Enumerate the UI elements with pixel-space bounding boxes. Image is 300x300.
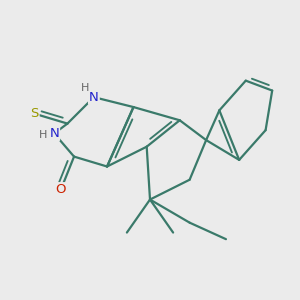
Text: O: O [56,183,66,196]
Text: H: H [38,130,47,140]
Text: H: H [81,83,89,93]
Text: N: N [50,127,59,140]
Text: S: S [30,107,39,120]
Text: N: N [89,91,99,104]
